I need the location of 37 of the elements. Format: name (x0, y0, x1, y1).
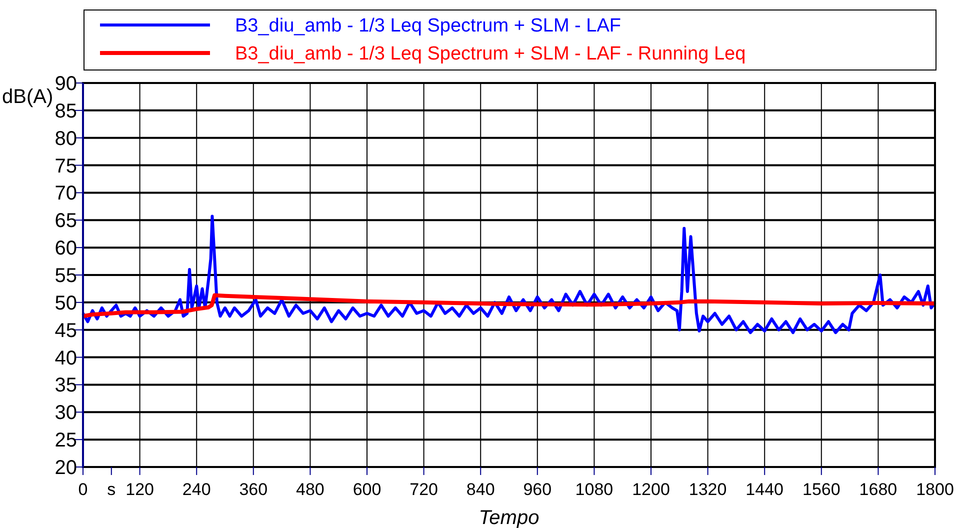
x-tick-label: s (107, 480, 116, 499)
x-tick-label: 720 (410, 480, 438, 499)
x-tick-label: 1560 (802, 480, 840, 499)
y-tick-label: 75 (54, 155, 77, 178)
x-tick-label: 240 (182, 480, 211, 499)
y-tick-label: 55 (54, 265, 77, 287)
x-tick-label: 480 (296, 480, 324, 499)
y-tick-label: 50 (54, 292, 77, 314)
y-tick-label: 85 (54, 100, 77, 122)
x-tick-label: 1800 (916, 480, 954, 499)
x-tick-label: 1200 (632, 480, 670, 499)
x-tick-label: 1440 (746, 480, 784, 499)
y-tick-label: 40 (54, 347, 77, 370)
y-tick-label: 70 (54, 182, 77, 205)
line-series (81, 293, 937, 318)
y-tick-label: 25 (54, 430, 77, 452)
text: B3_diu_amb - 1/3 Leq Spectrum + SLM - LAF (235, 16, 622, 37)
x-tick-label: 1320 (688, 480, 727, 499)
y-tick-label: 20 (54, 457, 77, 479)
x-tick-label: 120 (126, 480, 154, 499)
y-axis-title: dB(A) (2, 86, 54, 108)
x-tick-label: 600 (352, 480, 382, 499)
y-tick-label: 65 (54, 210, 77, 232)
y-tick-label: 90 (54, 73, 77, 95)
x-tick-label: 840 (466, 480, 495, 499)
x-tick-label: 1680 (859, 480, 898, 499)
y-tick-label: 30 (54, 402, 77, 424)
y-tick-label: 60 (54, 238, 77, 260)
x-tick-label: 0 (78, 480, 88, 499)
x-tick-label: 960 (523, 480, 552, 499)
y-tick-label: 80 (54, 128, 77, 150)
x-tick-label: 360 (239, 480, 268, 499)
y-tick-label: 45 (54, 320, 77, 342)
text: B3_diu_amb - 1/3 Leq Spectrum + SLM - LAF - Running Leq (235, 44, 746, 65)
x-tick-label: 1080 (575, 480, 614, 499)
y-tick-label: 35 (54, 374, 77, 397)
x-axis-title: Tempo (478, 507, 540, 528)
